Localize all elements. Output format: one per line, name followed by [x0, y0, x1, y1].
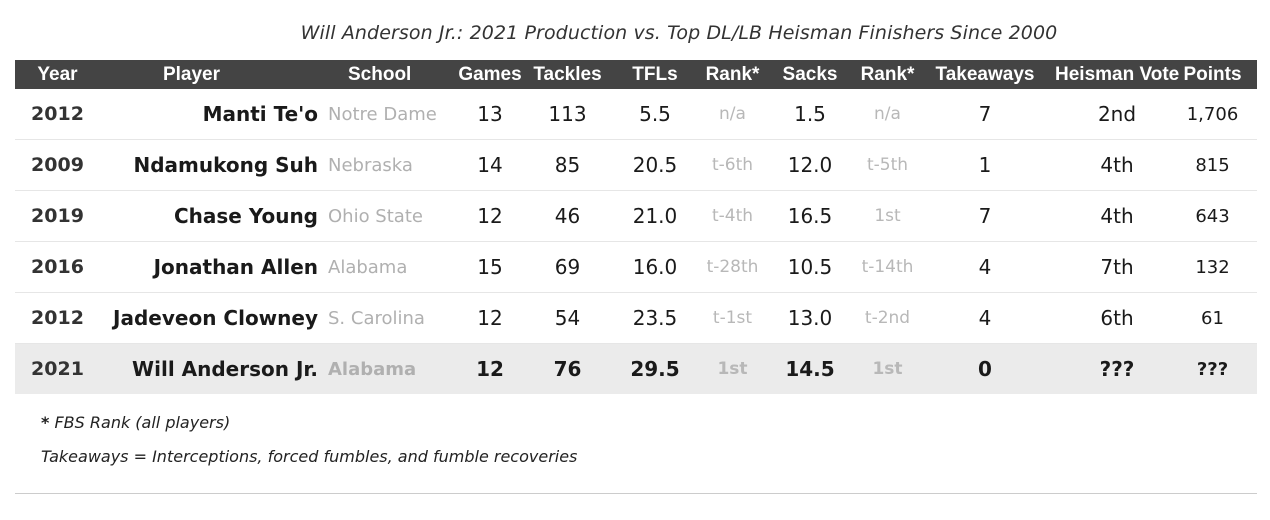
cell-year: 2019: [31, 205, 84, 227]
cell-tfls: 5.5: [639, 102, 671, 126]
header-games: Games: [458, 63, 522, 85]
cell-tackles: 54: [554, 306, 581, 330]
cell-tackles: 85: [554, 153, 581, 177]
cell-takeaways: 0: [978, 357, 992, 381]
cell-tfl-rank: t-6th: [711, 155, 754, 175]
cell-points: ???: [1196, 358, 1229, 380]
cell-tfl-rank: 1st: [717, 359, 748, 379]
cell-school: S. Carolina: [328, 307, 425, 329]
cell-takeaways: 1: [978, 153, 992, 177]
cell-sacks: 1.5: [794, 102, 826, 126]
cell-sacks: 14.5: [785, 357, 835, 381]
cell-points: 643: [1195, 205, 1230, 227]
cell-takeaways: 4: [978, 255, 992, 279]
cell-year: 2012: [31, 307, 84, 329]
header-tackles: Tackles: [533, 63, 602, 85]
cell-heisman-vote: 4th: [1100, 204, 1134, 228]
takeaways-footnote: Takeaways = Interceptions, forced fumble…: [41, 447, 578, 466]
cell-tackles: 46: [554, 204, 581, 228]
footer-divider: [15, 493, 1257, 494]
cell-tackles: 69: [554, 255, 581, 279]
cell-heisman-vote: 2nd: [1097, 102, 1137, 126]
header-player: Player: [162, 63, 221, 85]
cell-tfls: 29.5: [630, 357, 680, 381]
cell-school: Notre Dame: [328, 103, 437, 125]
cell-points: 61: [1201, 307, 1224, 329]
cell-heisman-vote: 6th: [1100, 306, 1134, 330]
cell-year: 2021: [31, 358, 84, 380]
header-takeaways: Takeaways: [935, 63, 1035, 85]
rank-footnote-text: FBS Rank (all players): [54, 413, 231, 432]
cell-player: Manti Te'o: [202, 102, 318, 126]
cell-tfls: 16.0: [632, 255, 678, 279]
cell-tfls: 21.0: [632, 204, 678, 228]
cell-games: 12: [477, 306, 503, 330]
header-points: Points: [1183, 63, 1242, 85]
cell-takeaways: 7: [978, 204, 992, 228]
header-tfls: TFLs: [632, 63, 678, 85]
header-heisman-vote: Heisman Vote: [1055, 63, 1180, 85]
cell-sacks: 13.0: [787, 306, 833, 330]
cell-player: Jadeveon Clowney: [113, 306, 318, 330]
cell-sacks: 12.0: [787, 153, 833, 177]
header-tfl-rank: Rank*: [705, 63, 760, 85]
cell-school: Alabama: [328, 358, 417, 380]
cell-sacks-rank: t-14th: [861, 257, 914, 277]
cell-school: Nebraska: [328, 154, 413, 176]
table-row: 2019 Chase Young Ohio State 12 46 21.0 t-4th 16…: [15, 191, 1257, 242]
cell-games: 12: [476, 357, 504, 381]
cell-points: 132: [1195, 256, 1230, 278]
footnote-star: *: [41, 413, 50, 432]
cell-tfls: 20.5: [632, 153, 678, 177]
cell-games: 13: [477, 102, 503, 126]
cell-points: 1,706: [1186, 103, 1239, 125]
cell-school: Alabama: [328, 256, 408, 278]
cell-school: Ohio State: [328, 205, 423, 227]
rank-footnote: * FBS Rank (all players): [41, 413, 230, 432]
cell-year: 2012: [31, 103, 84, 125]
header-school: School: [348, 63, 412, 85]
cell-takeaways: 4: [978, 306, 992, 330]
cell-sacks-rank: t-5th: [866, 155, 909, 175]
table-header: Year Player School Games Tackles TFLs Ra…: [15, 60, 1257, 89]
table-row: 2016 Jonathan Allen Alabama 15 69 16.0 t-28th 1…: [15, 242, 1257, 293]
header-year: Year: [37, 63, 78, 85]
cell-tackles: 113: [548, 102, 587, 126]
cell-tfls: 23.5: [632, 306, 678, 330]
table-row: 2009 Ndamukong Suh Nebraska 14 85 20.5 t-6th 12…: [15, 140, 1257, 191]
cell-heisman-vote: 7th: [1100, 255, 1134, 279]
cell-sacks: 10.5: [787, 255, 833, 279]
cell-points: 815: [1195, 154, 1230, 176]
table-row: 2012 Jadeveon Clowney S. Carolina 12 54 23.5 t…: [15, 293, 1257, 344]
table-row: 2021 Will Anderson Jr. Alabama 12 76 29.5 1st 1…: [15, 344, 1257, 394]
cell-year: 2009: [31, 154, 84, 176]
cell-year: 2016: [31, 256, 84, 278]
cell-player: Jonathan Allen: [153, 255, 318, 279]
chart-title: Will Anderson Jr.: 2021 Production vs. T…: [300, 22, 1058, 44]
header-sacks: Sacks: [782, 63, 838, 85]
cell-player: Chase Young: [173, 204, 318, 228]
cell-player: Ndamukong Suh: [133, 153, 318, 177]
cell-tackles: 76: [553, 357, 582, 381]
cell-player: Will Anderson Jr.: [132, 357, 318, 381]
cell-heisman-vote: 4th: [1100, 153, 1134, 177]
header-sacks-rank: Rank*: [860, 63, 915, 85]
table-row: 2012 Manti Te'o Notre Dame 13 113 5.5 n/a 1.5 n/…: [15, 89, 1257, 140]
cell-tfl-rank: n/a: [719, 104, 746, 124]
cell-games: 12: [477, 204, 503, 228]
cell-heisman-vote: ???: [1099, 357, 1135, 381]
cell-sacks-rank: n/a: [874, 104, 901, 124]
cell-tfl-rank: t-1st: [712, 308, 753, 328]
cell-tfl-rank: t-28th: [706, 257, 759, 277]
cell-takeaways: 7: [978, 102, 992, 126]
cell-sacks-rank: 1st: [872, 359, 903, 379]
cell-sacks: 16.5: [787, 204, 833, 228]
stats-table: Year Player School Games Tackles TFLs Ra…: [15, 60, 1257, 394]
table-body: 2012 Manti Te'o Notre Dame 13 113 5.5 n/a 1.5 n/…: [15, 89, 1257, 394]
cell-sacks-rank: 1st: [874, 206, 901, 226]
cell-games: 15: [477, 255, 503, 279]
cell-sacks-rank: t-2nd: [864, 308, 911, 328]
cell-tfl-rank: t-4th: [711, 206, 754, 226]
cell-games: 14: [477, 153, 503, 177]
